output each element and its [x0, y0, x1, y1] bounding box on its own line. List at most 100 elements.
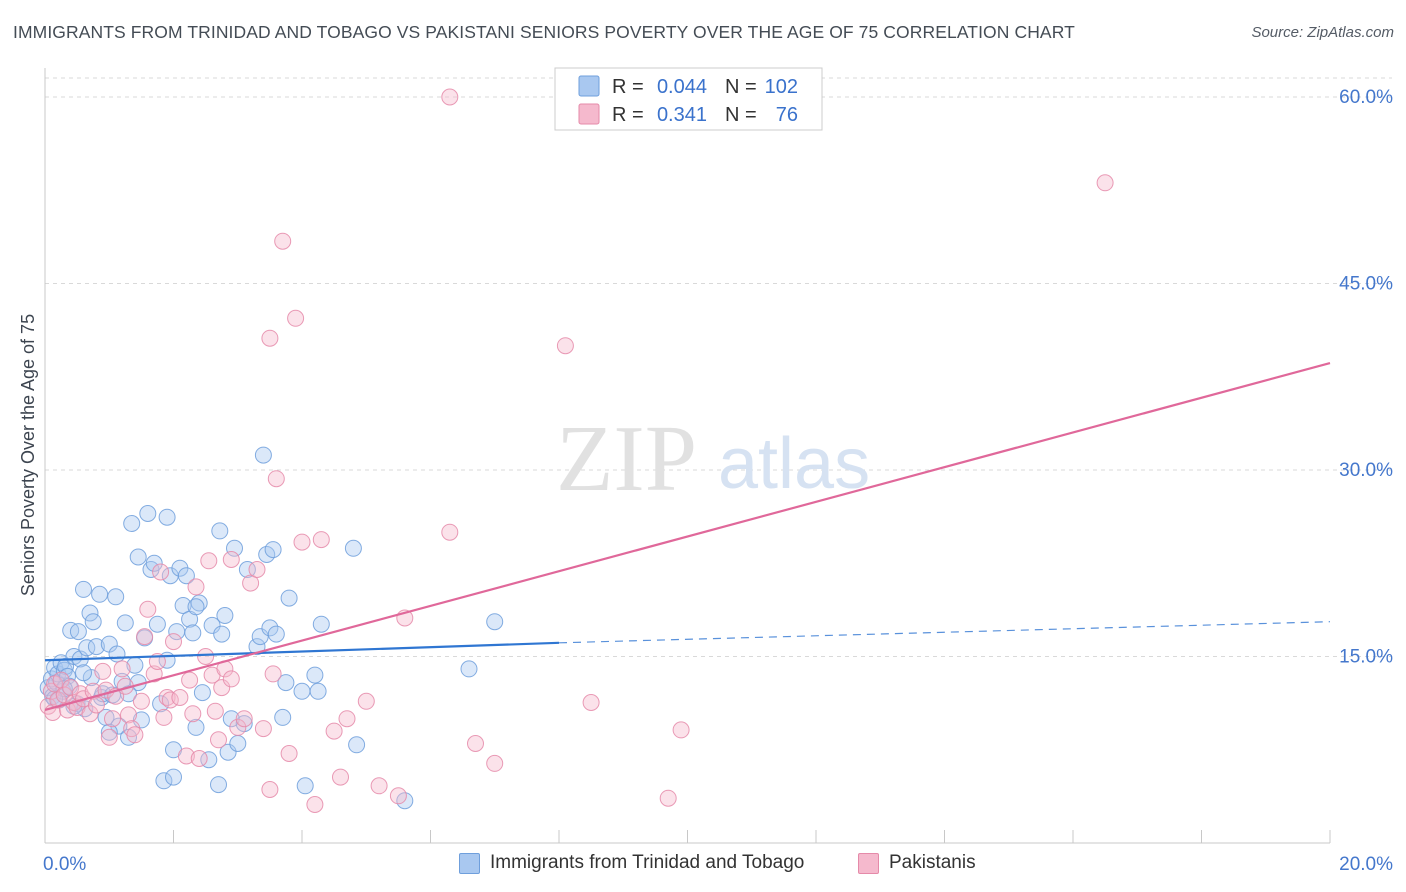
blue-point	[277, 674, 295, 692]
pink-point	[126, 726, 144, 744]
pink-point	[306, 796, 324, 813]
blue-point	[460, 660, 478, 678]
legend-blue-r-label: R =	[612, 76, 644, 98]
blue-point	[69, 623, 87, 641]
blue-point	[184, 624, 202, 642]
y-axis-label: Seniors Poverty Over the Age of 75	[18, 314, 38, 596]
pink-point	[161, 691, 179, 709]
blue-point	[123, 515, 141, 532]
watermark-atlas: atlas	[718, 424, 870, 504]
pink-point	[556, 337, 574, 355]
blue-point	[213, 625, 231, 643]
blue-point	[145, 554, 163, 572]
blue-point	[254, 446, 272, 464]
blue-point	[261, 619, 279, 637]
pink-point	[389, 787, 407, 805]
chart-title: IMMIGRANTS FROM TRINIDAD AND TOBAGO VS P…	[13, 22, 1075, 42]
pink-point	[267, 470, 285, 488]
blue-point	[75, 580, 92, 598]
pink-point	[229, 718, 247, 736]
blue-trend-line	[44, 641, 560, 662]
y-tick-label: 60.0%	[1339, 87, 1393, 108]
blue-point	[348, 736, 366, 754]
blue-point	[293, 682, 311, 700]
blue-point	[116, 614, 134, 632]
pink-point	[100, 728, 118, 746]
blue-point	[165, 768, 182, 786]
blue-point	[107, 588, 125, 606]
blue-point	[238, 561, 256, 578]
pink-point	[235, 710, 253, 728]
legend-swatch-pink	[858, 852, 879, 874]
blue-point	[139, 505, 157, 522]
pink-point	[325, 722, 343, 740]
blue-point	[152, 695, 170, 713]
legend-blue-r-value: 0.044	[657, 76, 707, 98]
pink-point	[165, 633, 182, 651]
pink-point	[1096, 174, 1114, 192]
blue-point	[100, 723, 118, 741]
pink-point	[158, 689, 176, 706]
pink-point	[274, 232, 292, 250]
legend-blue-swatch	[578, 75, 600, 97]
pink-point	[184, 705, 202, 723]
pink-point	[264, 665, 282, 683]
x-tick-label: 20.0%	[1339, 854, 1393, 875]
legend-pink-r-value: 0.341	[657, 104, 707, 126]
pink-point	[280, 745, 298, 762]
pink-point	[370, 777, 388, 795]
blue-point	[211, 522, 229, 540]
pink-point	[132, 692, 150, 710]
pink-point	[104, 710, 121, 728]
blue-point	[280, 589, 298, 607]
pink-point	[486, 754, 504, 772]
blue-point	[229, 735, 247, 752]
pink-point	[113, 660, 131, 678]
pink-point	[155, 708, 173, 726]
pink-point	[87, 696, 105, 714]
blue-point	[344, 539, 362, 557]
pink-point	[187, 578, 205, 596]
pink-point	[136, 628, 154, 646]
pink-point	[152, 563, 170, 581]
series-legend: Immigrants from Trinidad and Tobago Paki…	[0, 850, 1406, 880]
blue-point	[87, 638, 105, 656]
blue-point	[84, 613, 102, 631]
blue-point	[187, 718, 205, 736]
legend-blue-n-value: 102	[765, 76, 798, 98]
pink-trend-line	[44, 362, 1331, 712]
blue-point	[129, 548, 147, 566]
pink-point	[71, 685, 89, 703]
source-credit: Source: ZipAtlas.com	[1251, 24, 1394, 41]
blue-point	[296, 777, 314, 795]
blue-point	[155, 772, 173, 790]
tick-labels: 15.0% 30.0% 45.0% 60.0% 0.0% 20.0%	[43, 87, 1393, 875]
legend-pink-n-label: N =	[725, 104, 757, 126]
blue-point	[306, 666, 324, 684]
pink-point	[582, 694, 600, 711]
blue-point	[222, 710, 240, 728]
pink-point	[261, 329, 279, 347]
pink-point	[441, 88, 459, 106]
blue-point	[309, 682, 327, 700]
blue-point	[264, 541, 282, 559]
blue-point	[91, 585, 109, 603]
blue-point	[210, 776, 227, 794]
blue-point	[203, 616, 221, 634]
legend-label-trinidad: Immigrants from Trinidad and Tobago	[490, 852, 805, 873]
legend-item-pakistanis: Pakistanis	[858, 852, 976, 874]
pink-point	[120, 706, 137, 724]
pink-point	[197, 648, 215, 665]
pink-point	[222, 551, 240, 568]
pink-point	[672, 721, 690, 739]
pink-point	[242, 574, 260, 592]
pink-point	[222, 670, 240, 688]
pink-point	[213, 679, 231, 697]
trend-lines	[44, 362, 1331, 712]
legend-pink-r-label: R =	[612, 104, 644, 126]
pink-point	[210, 731, 227, 749]
pink-point	[94, 662, 112, 680]
pink-point	[312, 531, 330, 549]
legend-item-trinidad: Immigrants from Trinidad and Tobago	[459, 852, 804, 874]
